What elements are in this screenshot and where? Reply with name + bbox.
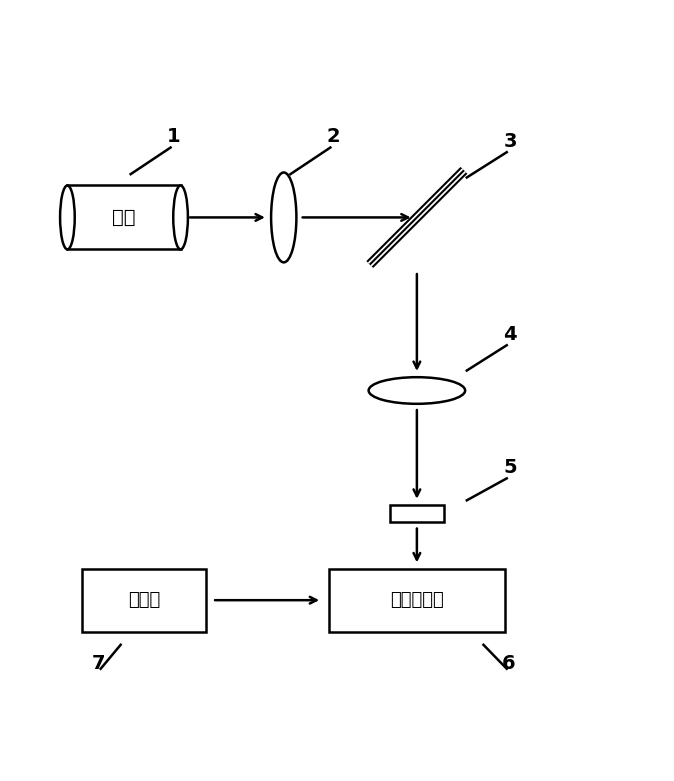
Ellipse shape [271, 173, 297, 262]
Ellipse shape [369, 377, 465, 404]
Bar [329, 569, 505, 632]
Text: 光源: 光源 [113, 208, 135, 227]
Text: 成像光谱仪: 成像光谱仪 [390, 591, 443, 609]
Bar [67, 185, 181, 249]
Text: 计算机: 计算机 [128, 591, 160, 609]
Ellipse shape [60, 185, 75, 249]
Bar [390, 505, 443, 522]
Text: 5: 5 [503, 458, 517, 477]
Text: 1: 1 [167, 127, 181, 145]
Text: 7: 7 [92, 654, 105, 673]
Text: 2: 2 [327, 127, 340, 145]
Text: 6: 6 [502, 654, 516, 673]
Text: 4: 4 [503, 325, 517, 344]
Ellipse shape [173, 185, 188, 249]
Bar [82, 569, 206, 632]
Text: 3: 3 [503, 132, 517, 151]
